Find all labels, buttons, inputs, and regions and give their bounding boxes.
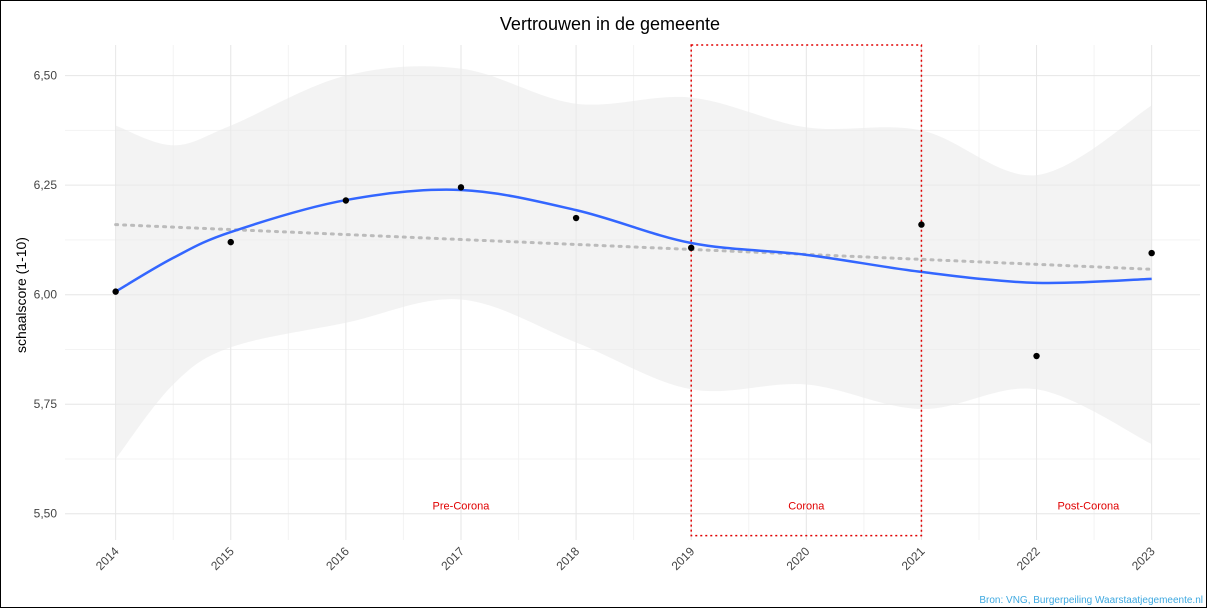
source: Bron: VNG, Burgerpeiling Waarstaatjegeme… [979, 595, 1203, 606]
confidence-band [115, 66, 1152, 459]
annotation: Pre-Corona [433, 500, 491, 512]
chart-title: Vertrouwen in de gemeente [500, 14, 720, 34]
point [1033, 352, 1040, 360]
point [1148, 249, 1155, 257]
annotation: Post-Corona [1057, 500, 1120, 512]
point [918, 221, 925, 228]
y-tick-label: 6,50 [34, 69, 58, 83]
y-tick-label: 5,75 [34, 397, 58, 411]
trend-line [114, 223, 1154, 271]
point [457, 184, 465, 191]
point [112, 288, 119, 295]
point [688, 244, 695, 252]
y-tick-label: 6,25 [34, 178, 58, 192]
y-axis-label: schaalscore (1-10) [13, 237, 29, 353]
y-tick-label: 5,50 [34, 507, 58, 521]
smooth-line [115, 188, 1152, 293]
point [342, 197, 350, 204]
point [227, 238, 234, 246]
y-tick-label: 6,00 [34, 288, 58, 302]
highlight-box [690, 44, 923, 537]
point [572, 214, 580, 222]
annotation: Corona [788, 500, 825, 512]
